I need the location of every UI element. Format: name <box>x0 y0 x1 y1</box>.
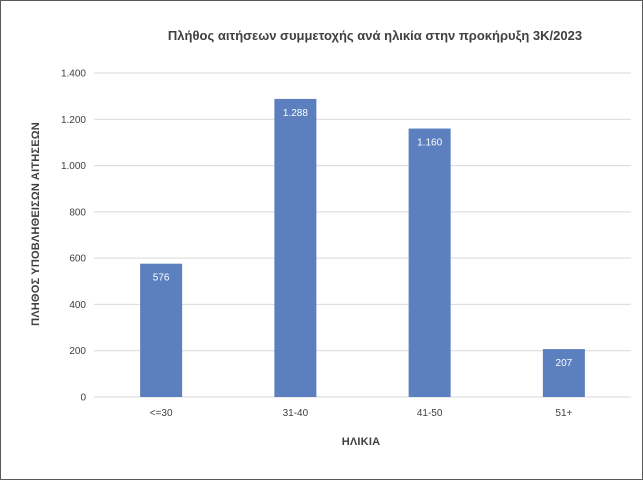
bar-4 <box>542 349 585 397</box>
y-tick-label: 200 <box>69 346 86 357</box>
x-tick-label: 31-40 <box>283 408 309 419</box>
y-tick-label: 1.400 <box>61 69 86 80</box>
gridlines <box>94 72 631 398</box>
y-tick-label: 600 <box>69 254 86 265</box>
x-tick-label: <=30 <box>150 408 173 419</box>
bar-3 <box>408 128 451 397</box>
y-tick-label: 1.000 <box>61 161 86 172</box>
data-label: 576 <box>153 273 170 284</box>
y-axis-label: ΠΛΗΘΟΣ ΥΠΟΒΛΗΘΕΙΣΩΝ ΑΙΤΗΣΕΩΝ <box>30 122 42 326</box>
data-labels: 576 1.288 1.160 207 <box>153 108 573 369</box>
y-axis-ticks: 0 200 400 600 800 1.000 1.200 1.400 <box>61 69 86 404</box>
y-tick-label: 0 <box>80 393 86 404</box>
x-axis-label: ΗΛΙΚΙΑ <box>342 436 380 448</box>
bars <box>140 98 585 398</box>
bar-1 <box>140 263 183 397</box>
y-tick-label: 800 <box>69 207 86 218</box>
y-tick-label: 400 <box>69 300 86 311</box>
y-tick-label: 1.200 <box>61 115 86 126</box>
x-tick-label: 41-50 <box>417 408 443 419</box>
bar-2 <box>274 98 317 398</box>
data-label: 1.160 <box>417 138 442 149</box>
data-label: 207 <box>556 358 573 369</box>
data-label: 1.288 <box>283 108 308 119</box>
chart-title: Πλήθος αιτήσεων συμμετοχής ανά ηλικία στ… <box>168 28 582 43</box>
x-tick-label: 51+ <box>555 408 572 419</box>
x-axis-ticks: <=30 31-40 41-50 51+ <box>150 408 573 419</box>
